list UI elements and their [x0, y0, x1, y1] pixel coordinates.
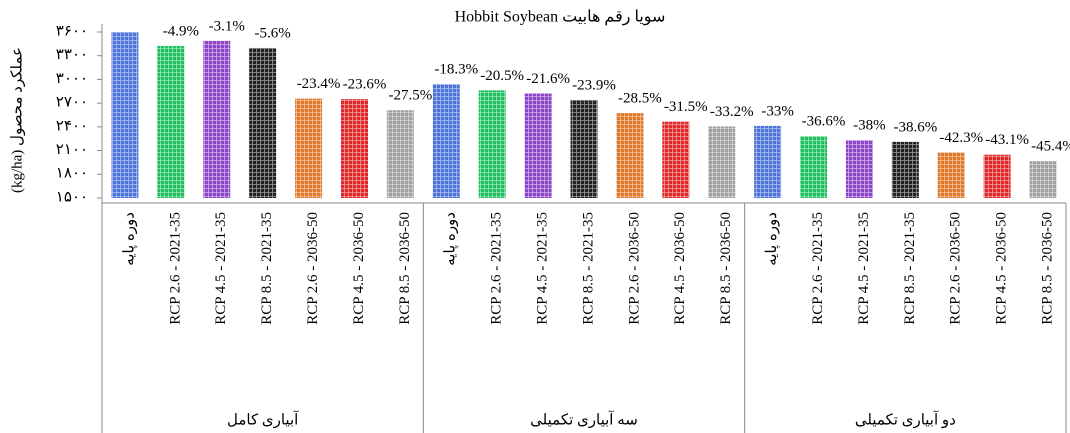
x-tick-label: دوره پایه	[443, 212, 459, 266]
chart-title: سویا رقم هابیت Hobbit Soybean	[455, 9, 666, 26]
bar	[845, 140, 873, 198]
x-tick-label: RCP 2.6 - 2021-35	[810, 212, 826, 325]
bar	[708, 126, 736, 198]
group-label: دو آبیاری تکمیلی	[855, 410, 956, 428]
bar	[524, 93, 552, 198]
data-label: -23.6%	[343, 77, 387, 93]
x-tick-label: دوره پایه	[764, 212, 780, 266]
data-label: -33.2%	[710, 104, 754, 120]
bar	[616, 113, 644, 198]
bar	[983, 154, 1011, 198]
bar	[386, 110, 414, 198]
bar	[891, 141, 919, 198]
y-tick-label: ۱۸۰۰	[56, 166, 88, 182]
data-label: -20.5%	[480, 68, 524, 84]
bar	[111, 32, 139, 198]
data-label: -43.1%	[985, 132, 1029, 148]
data-label: -18.3%	[434, 62, 478, 78]
x-tick-label: RCP 4.5 - 2036-50	[994, 212, 1010, 325]
y-tick-label: ۲۷۰۰	[56, 95, 88, 111]
y-tick-label: ۱۵۰۰	[56, 189, 88, 205]
x-tick-label: RCP 8.5 - 2021-35	[259, 212, 275, 325]
data-label: -5.6%	[255, 25, 291, 41]
bar	[432, 84, 460, 198]
y-tick-label: ۳۳۰۰	[56, 47, 88, 63]
data-label: -36.6%	[802, 114, 846, 130]
bar	[157, 45, 185, 198]
data-label: -21.6%	[526, 71, 570, 87]
data-label: -38%	[853, 118, 886, 134]
y-tick-label: ۲۱۰۰	[56, 142, 88, 158]
x-tick-label: RCP 2.6 - 2036-50	[626, 212, 642, 325]
data-label: -31.5%	[664, 99, 708, 115]
bar	[340, 99, 368, 198]
x-tick-label: RCP 8.5 - 2036-50	[718, 212, 734, 325]
x-tick-label: RCP 8.5 - 2036-50	[397, 212, 413, 325]
x-tick-label: RCP 2.6 - 2021-35	[489, 212, 505, 325]
data-label: -45.4%	[1031, 139, 1070, 155]
bar	[754, 125, 782, 198]
bar	[662, 121, 690, 198]
x-tick-label: RCP 4.5 - 2021-35	[535, 212, 551, 325]
x-tick-label: RCP 4.5 - 2021-35	[213, 212, 229, 325]
y-tick-label: ۳۰۰۰	[56, 71, 88, 87]
x-tick-label: RCP 4.5 - 2021-35	[856, 212, 872, 325]
x-tick-label: RCP 2.6 - 2021-35	[167, 212, 183, 325]
y-axis-label: عملکرد محصول (kg/ha)	[9, 47, 25, 193]
bar	[478, 90, 506, 198]
data-label: -42.3%	[939, 130, 983, 146]
group-label: سه آبیاری تکمیلی	[530, 410, 638, 428]
x-tick-label: RCP 4.5 - 2036-50	[351, 212, 367, 325]
bar	[295, 98, 323, 198]
data-label: -38.6%	[893, 119, 937, 135]
data-label: -27.5%	[389, 88, 433, 104]
data-label: -23.9%	[572, 77, 616, 93]
group-label: آبیاری کامل	[227, 410, 299, 428]
bar	[1029, 161, 1057, 198]
x-tick-label: RCP 2.6 - 2036-50	[305, 212, 321, 325]
bar	[203, 40, 231, 198]
data-label: -28.5%	[618, 91, 662, 107]
bar	[800, 136, 828, 198]
x-tick-label: دوره پایه	[121, 212, 137, 266]
x-tick-label: RCP 8.5 - 2021-35	[902, 212, 918, 325]
y-tick-label: ۲۴۰۰	[56, 118, 88, 134]
data-label: -33%	[761, 103, 794, 119]
data-label: -3.1%	[209, 18, 245, 34]
x-tick-label: RCP 4.5 - 2036-50	[672, 212, 688, 325]
data-label: -23.4%	[297, 76, 341, 92]
bar	[249, 47, 277, 198]
bar	[570, 99, 598, 198]
y-tick-label: ۳۶۰۰	[56, 23, 88, 39]
x-tick-label: RCP 2.6 - 2036-50	[948, 212, 964, 325]
x-tick-label: RCP 8.5 - 2036-50	[1039, 212, 1055, 325]
bar	[937, 152, 965, 198]
data-label: -4.9%	[163, 23, 199, 39]
x-tick-label: RCP 8.5 - 2021-35	[580, 212, 596, 325]
